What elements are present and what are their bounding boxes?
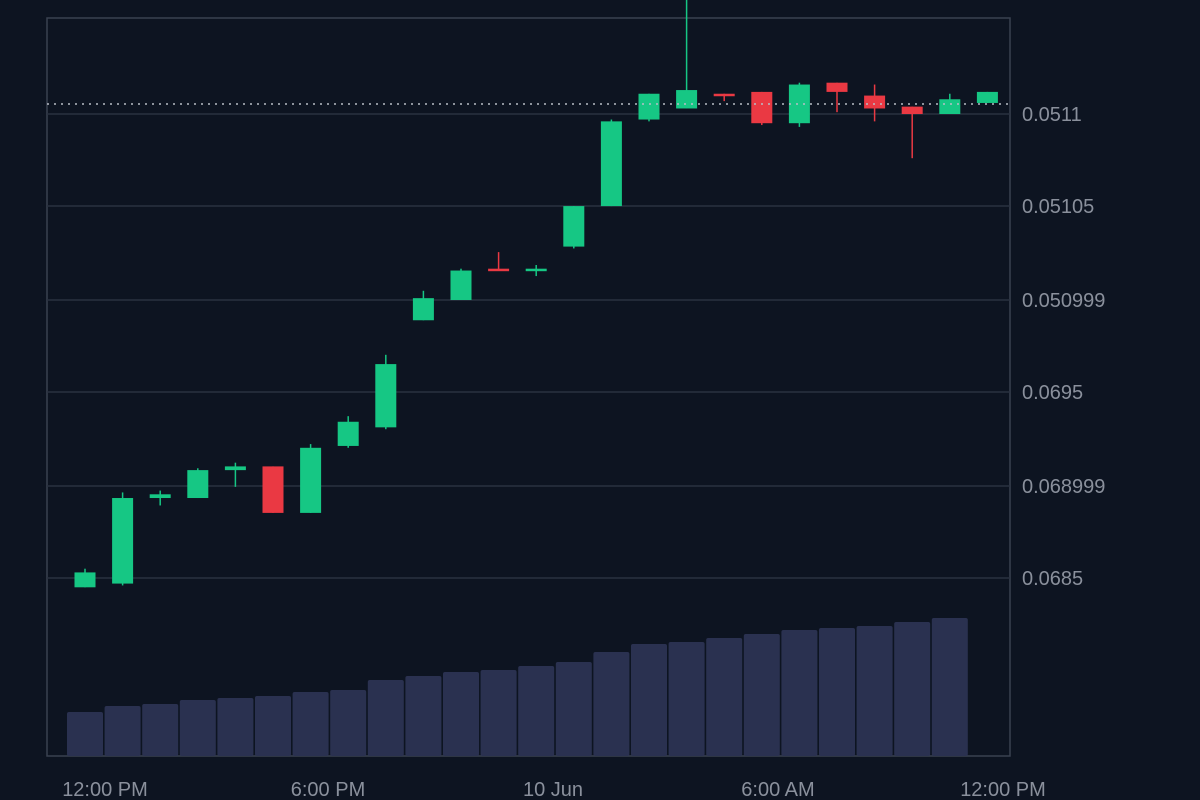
volume-bar xyxy=(104,706,141,756)
volume-bar xyxy=(443,672,479,756)
volume-bar xyxy=(743,634,780,756)
candle-body xyxy=(74,572,96,588)
candle-body xyxy=(450,270,472,300)
candle-body xyxy=(676,90,698,109)
volume-bar xyxy=(593,652,630,756)
volume-bar xyxy=(856,626,893,756)
candle-body xyxy=(939,99,961,114)
x-tick-label: 10 Jun xyxy=(523,779,583,800)
volume-bar xyxy=(405,676,442,756)
volume-bar xyxy=(518,666,555,756)
candle-body xyxy=(488,268,510,272)
volume-bar xyxy=(668,642,705,756)
volume-bar xyxy=(781,630,818,756)
candle-body xyxy=(525,268,547,272)
x-tick-label: 6:00 PM xyxy=(291,779,365,800)
x-tick-label: 12:00 PM xyxy=(960,779,1046,800)
y-tick-label: 0.05105 xyxy=(1022,196,1094,218)
candle-body xyxy=(751,91,773,124)
y-tick-label: 0.0511 xyxy=(1022,104,1082,126)
y-tick-label: 0.050999 xyxy=(1022,290,1105,312)
volume-bar xyxy=(555,662,592,756)
candle-body xyxy=(788,84,810,124)
candle-body xyxy=(149,494,171,499)
y-tick-label: 0.068999 xyxy=(1022,476,1105,498)
candle-body xyxy=(713,93,735,97)
volume-bars xyxy=(67,618,968,756)
volume-bar xyxy=(706,638,743,756)
volume-bar xyxy=(292,692,329,756)
candle-body xyxy=(262,466,284,513)
volume-bar xyxy=(217,698,254,756)
volume-bar xyxy=(819,628,855,756)
candle-body xyxy=(600,121,622,207)
x-tick-label: 12:00 PM xyxy=(62,779,148,800)
x-tick-label: 6:00 AM xyxy=(741,779,814,800)
candle-body xyxy=(901,106,923,114)
axes: 0.0511 0.05105 0.050999 0.0695 0.068999 0.068… xyxy=(62,104,1105,800)
candle-body xyxy=(224,466,246,471)
candle-body xyxy=(300,447,322,513)
volume-bar xyxy=(142,704,179,756)
candle-body xyxy=(864,95,886,109)
candle-body xyxy=(976,91,998,103)
y-tick-label: 0.0695 xyxy=(1022,382,1083,404)
y-tick-label: 0.0685 xyxy=(1022,568,1083,590)
candle-body xyxy=(112,498,134,584)
volume-bar xyxy=(330,690,367,756)
candle-body xyxy=(563,206,585,247)
volume-bar xyxy=(480,670,517,756)
volume-bar xyxy=(367,680,404,756)
volume-bar xyxy=(179,700,216,756)
volume-bar xyxy=(894,622,931,756)
volume-bar xyxy=(255,696,291,756)
candle-body xyxy=(375,364,397,428)
volume-bar xyxy=(631,644,667,756)
candle-body xyxy=(412,298,434,321)
candle-body xyxy=(337,421,359,446)
candles xyxy=(74,0,998,588)
volume-bar xyxy=(67,712,103,756)
volume-bar xyxy=(931,618,968,756)
candle-body xyxy=(638,93,660,120)
candle-body xyxy=(187,470,209,499)
candle-body xyxy=(826,82,848,92)
